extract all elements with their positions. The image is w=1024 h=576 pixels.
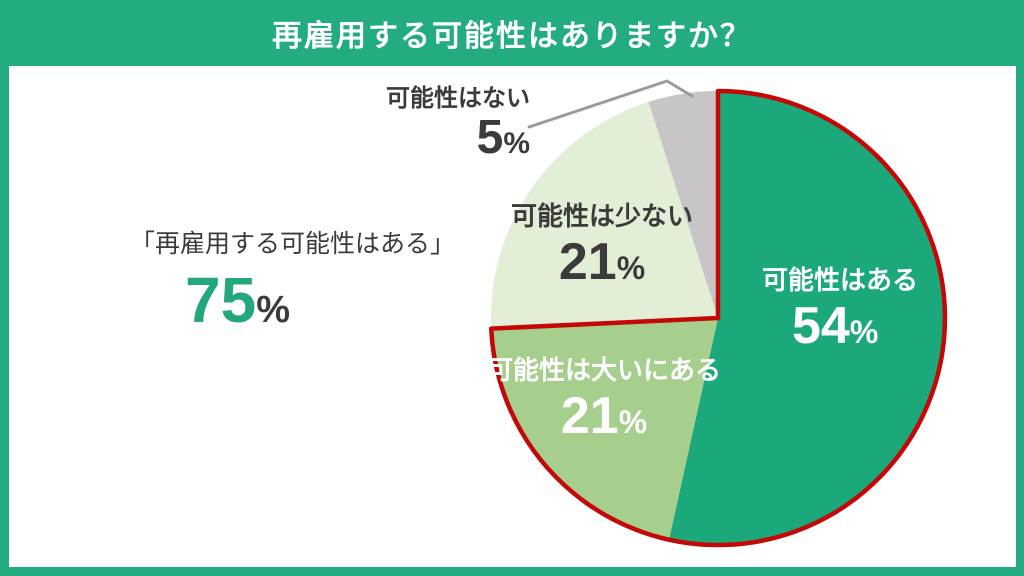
pie-slice-1 [491, 318, 718, 540]
slice-label-text: 可能性は大いにある [486, 355, 722, 385]
leader-line [527, 79, 694, 129]
percent-sign: % [616, 250, 646, 287]
slice-label-text: 可能性はない [386, 85, 530, 112]
annotation-value: 75% [185, 268, 290, 332]
slice-label-text: 可能性はある [762, 265, 919, 295]
header-band: 再雇用する可能性はありますか？ [0, 0, 1024, 66]
slice-label-very-possible: 可能性は大いにある 21% [486, 355, 722, 445]
slice-value-number: 21 [560, 387, 619, 446]
slice-label-unlikely: 可能性は少ない 21% [510, 201, 694, 291]
annotation-quote: 「再雇用する可能性はある」 [130, 230, 456, 258]
percent-sign: % [849, 314, 879, 351]
slice-value-number: 5 [476, 111, 504, 165]
slice-value: 54% [792, 297, 918, 355]
slice-value: 21% [511, 233, 693, 291]
highlight-outline [488, 88, 948, 548]
slice-value-number: 21 [558, 233, 617, 292]
percent-sign: % [503, 127, 530, 161]
callout-no-possibility: 可能性はない 5% [386, 85, 530, 165]
pie-slice-3 [648, 91, 718, 318]
percent-sign: % [256, 289, 290, 331]
annotation-value-number: 75 [185, 264, 257, 336]
percent-sign: % [618, 404, 648, 441]
pie-slice-0 [669, 90, 946, 545]
chart-title: 再雇用する可能性はありますか？ [272, 20, 752, 53]
slice-value: 21% [487, 387, 721, 445]
slice-label-text: 可能性は少ない [510, 201, 694, 231]
slice-value-number: 54 [792, 297, 850, 356]
slice-value: 5% [386, 111, 530, 165]
pie-slice-2 [490, 101, 718, 329]
slice-label-possible: 可能性はある 54% [762, 265, 919, 355]
